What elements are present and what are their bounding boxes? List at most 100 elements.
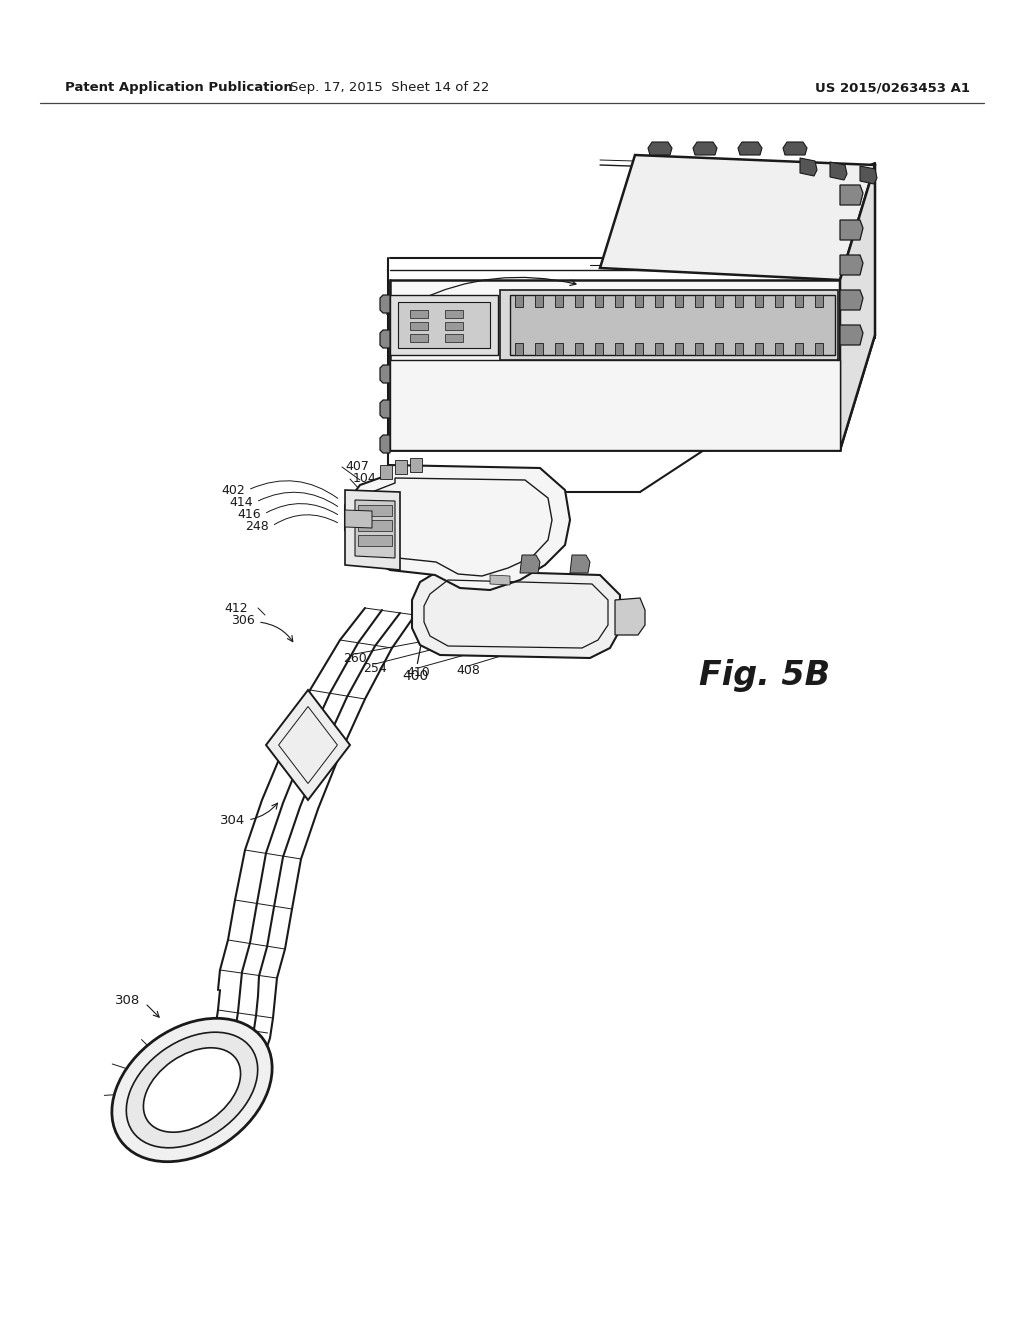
Text: 414: 414 <box>229 495 253 508</box>
Polygon shape <box>345 510 372 528</box>
Text: 412: 412 <box>224 602 248 615</box>
Polygon shape <box>510 294 835 355</box>
Polygon shape <box>410 322 428 330</box>
Polygon shape <box>515 343 523 355</box>
Polygon shape <box>390 294 498 355</box>
Polygon shape <box>358 520 392 531</box>
Polygon shape <box>775 294 783 308</box>
Polygon shape <box>738 143 762 154</box>
Polygon shape <box>655 294 663 308</box>
Polygon shape <box>380 366 390 383</box>
Polygon shape <box>412 570 620 657</box>
Polygon shape <box>595 294 603 308</box>
Text: 410: 410 <box>407 665 430 678</box>
Text: 248: 248 <box>246 520 269 532</box>
Text: Fig. 5B: Fig. 5B <box>699 659 830 692</box>
Polygon shape <box>840 325 863 345</box>
Polygon shape <box>355 500 395 558</box>
Polygon shape <box>380 400 390 418</box>
Polygon shape <box>815 294 823 308</box>
Polygon shape <box>520 554 540 573</box>
Polygon shape <box>715 294 723 308</box>
Polygon shape <box>815 343 823 355</box>
Text: 407: 407 <box>345 461 369 474</box>
Polygon shape <box>795 294 803 308</box>
Text: 104: 104 <box>353 473 377 486</box>
Text: 304: 304 <box>220 813 245 826</box>
Polygon shape <box>500 290 838 360</box>
Polygon shape <box>380 465 392 479</box>
Polygon shape <box>345 490 400 570</box>
Polygon shape <box>410 334 428 342</box>
Polygon shape <box>445 310 463 318</box>
Polygon shape <box>595 343 603 355</box>
Polygon shape <box>515 294 523 308</box>
Text: 500: 500 <box>385 277 575 318</box>
Polygon shape <box>615 343 623 355</box>
Polygon shape <box>390 280 840 450</box>
Polygon shape <box>715 343 723 355</box>
Polygon shape <box>410 310 428 318</box>
Polygon shape <box>735 294 743 308</box>
Text: 260: 260 <box>343 652 367 664</box>
Polygon shape <box>840 165 874 450</box>
Polygon shape <box>535 294 543 308</box>
Polygon shape <box>575 343 583 355</box>
Polygon shape <box>615 294 623 308</box>
Polygon shape <box>575 294 583 308</box>
Polygon shape <box>840 220 863 240</box>
Polygon shape <box>648 143 672 154</box>
Polygon shape <box>535 343 543 355</box>
Polygon shape <box>840 255 863 275</box>
Text: 400: 400 <box>401 602 431 682</box>
Polygon shape <box>755 343 763 355</box>
Text: 254: 254 <box>364 661 387 675</box>
Polygon shape <box>555 294 563 308</box>
Polygon shape <box>615 598 645 635</box>
Polygon shape <box>695 294 703 308</box>
Polygon shape <box>800 158 817 176</box>
Polygon shape <box>695 343 703 355</box>
Polygon shape <box>395 459 407 474</box>
Polygon shape <box>555 343 563 355</box>
Text: Patent Application Publication: Patent Application Publication <box>65 82 293 95</box>
Polygon shape <box>570 554 590 573</box>
Text: 308: 308 <box>115 994 140 1006</box>
Polygon shape <box>775 343 783 355</box>
Polygon shape <box>840 290 863 310</box>
Ellipse shape <box>126 1032 258 1148</box>
Text: 416: 416 <box>238 507 261 520</box>
Polygon shape <box>445 322 463 330</box>
Polygon shape <box>345 465 570 590</box>
Polygon shape <box>410 458 422 473</box>
Ellipse shape <box>112 1018 272 1162</box>
Polygon shape <box>840 185 863 205</box>
Text: 408: 408 <box>456 664 480 676</box>
Polygon shape <box>358 535 392 546</box>
Text: 106: 106 <box>361 484 385 498</box>
Polygon shape <box>783 143 807 154</box>
Polygon shape <box>635 343 643 355</box>
Polygon shape <box>755 294 763 308</box>
Polygon shape <box>675 343 683 355</box>
Ellipse shape <box>143 1048 241 1133</box>
Polygon shape <box>795 343 803 355</box>
Polygon shape <box>635 294 643 308</box>
Polygon shape <box>380 294 390 313</box>
Text: 402: 402 <box>221 483 245 496</box>
Polygon shape <box>735 343 743 355</box>
Polygon shape <box>860 166 877 183</box>
Text: US 2015/0263453 A1: US 2015/0263453 A1 <box>815 82 970 95</box>
Polygon shape <box>830 162 847 180</box>
Polygon shape <box>266 690 350 800</box>
Polygon shape <box>380 330 390 348</box>
Polygon shape <box>380 436 390 453</box>
Polygon shape <box>655 343 663 355</box>
Text: Sep. 17, 2015  Sheet 14 of 22: Sep. 17, 2015 Sheet 14 of 22 <box>291 82 489 95</box>
Polygon shape <box>490 576 510 585</box>
Polygon shape <box>600 154 874 280</box>
Text: 306: 306 <box>231 615 255 627</box>
Polygon shape <box>390 360 840 450</box>
Polygon shape <box>398 302 490 348</box>
Polygon shape <box>675 294 683 308</box>
